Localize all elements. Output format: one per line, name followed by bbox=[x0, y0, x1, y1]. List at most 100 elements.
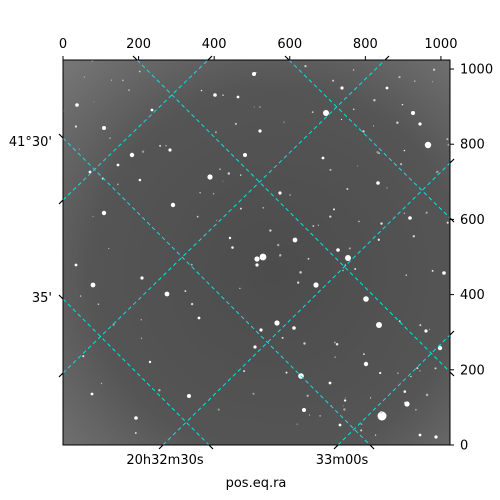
faint-star bbox=[134, 432, 137, 434]
wcs-tick bbox=[333, 444, 339, 450]
faint-star bbox=[348, 247, 351, 250]
wcs-tick bbox=[58, 294, 64, 300]
star bbox=[411, 111, 415, 115]
faint-star bbox=[122, 79, 124, 82]
wcs-tick bbox=[384, 55, 390, 61]
faint-star bbox=[378, 152, 380, 154]
faint-star bbox=[306, 394, 309, 398]
faint-star bbox=[190, 302, 194, 306]
top-tick-label: 200 bbox=[126, 37, 151, 52]
faint-star bbox=[419, 370, 421, 372]
star bbox=[292, 237, 298, 243]
faint-star bbox=[109, 137, 111, 139]
faint-star bbox=[363, 353, 365, 355]
faint-star bbox=[289, 194, 291, 196]
star bbox=[302, 408, 306, 412]
top-tick-label: 0 bbox=[59, 37, 67, 52]
star bbox=[134, 416, 138, 420]
right-tick-label: 800 bbox=[460, 138, 485, 153]
faint-star bbox=[425, 211, 428, 214]
star bbox=[437, 345, 443, 351]
faint-star bbox=[419, 324, 422, 327]
faint-star bbox=[216, 219, 218, 221]
star-field bbox=[63, 60, 450, 439]
faint-star bbox=[255, 72, 257, 74]
wcs-tick bbox=[58, 372, 64, 378]
star bbox=[207, 174, 213, 180]
star bbox=[321, 156, 325, 160]
faint-star bbox=[404, 401, 407, 405]
faint-star bbox=[329, 168, 332, 171]
faint-star bbox=[240, 174, 242, 176]
faint-star bbox=[380, 222, 383, 225]
faint-star bbox=[354, 267, 357, 271]
faint-star bbox=[307, 257, 310, 260]
faint-star bbox=[334, 356, 336, 358]
wcs-tick bbox=[369, 444, 375, 450]
wcs-tick bbox=[207, 55, 213, 61]
star bbox=[253, 345, 257, 349]
faint-star bbox=[311, 111, 314, 113]
faint-star bbox=[431, 81, 434, 83]
faint-star bbox=[342, 269, 344, 272]
star bbox=[424, 329, 428, 333]
star bbox=[259, 328, 263, 332]
faint-star bbox=[190, 263, 193, 266]
ra-tick-label: 33m00s bbox=[316, 453, 369, 468]
faint-star bbox=[340, 118, 343, 121]
ra-grid-line bbox=[63, 137, 371, 445]
star bbox=[252, 72, 256, 76]
star bbox=[313, 282, 319, 288]
faint-star bbox=[239, 207, 242, 210]
right-tick-label: 1000 bbox=[460, 63, 493, 78]
star bbox=[323, 110, 329, 116]
sky-image bbox=[63, 60, 450, 445]
faint-star bbox=[344, 264, 347, 266]
dec-grid-line bbox=[63, 60, 209, 201]
wcs-tick bbox=[284, 55, 290, 61]
faint-star bbox=[357, 165, 359, 167]
right-tick-label: 200 bbox=[460, 363, 485, 378]
faint-star bbox=[304, 64, 307, 68]
top-tick-label: 1000 bbox=[424, 37, 457, 52]
faint-star bbox=[431, 269, 434, 272]
faint-star bbox=[93, 101, 95, 103]
faint-star bbox=[412, 235, 415, 238]
star bbox=[187, 394, 191, 398]
star bbox=[150, 108, 154, 112]
star bbox=[129, 152, 135, 158]
star bbox=[254, 256, 260, 262]
faint-star bbox=[343, 408, 346, 411]
star bbox=[140, 276, 144, 280]
right-tick-label: 600 bbox=[460, 213, 485, 228]
faint-star bbox=[414, 80, 416, 82]
faint-star bbox=[222, 180, 224, 182]
wcs-tick bbox=[58, 133, 64, 139]
star bbox=[408, 216, 412, 220]
faint-star bbox=[285, 371, 288, 374]
dec-grid-line bbox=[337, 334, 450, 445]
faint-star bbox=[219, 168, 221, 170]
faint-star bbox=[398, 320, 401, 322]
star bbox=[255, 263, 259, 267]
faint-star bbox=[234, 122, 237, 125]
faint-star bbox=[436, 170, 439, 174]
star bbox=[243, 153, 247, 157]
faint-star bbox=[299, 271, 302, 274]
faint-star bbox=[262, 206, 265, 209]
wcs-tick bbox=[132, 55, 138, 61]
star bbox=[278, 191, 282, 195]
faint-star bbox=[308, 414, 311, 416]
faint-star bbox=[214, 131, 217, 134]
star bbox=[236, 95, 240, 99]
faint-star bbox=[281, 336, 284, 339]
faint-star bbox=[373, 99, 376, 102]
star bbox=[363, 296, 369, 302]
faint-star bbox=[333, 341, 336, 344]
faint-star bbox=[199, 192, 201, 194]
faint-star bbox=[434, 367, 437, 370]
faint-star bbox=[373, 125, 375, 127]
faint-star bbox=[303, 342, 306, 345]
faint-star bbox=[398, 75, 401, 79]
